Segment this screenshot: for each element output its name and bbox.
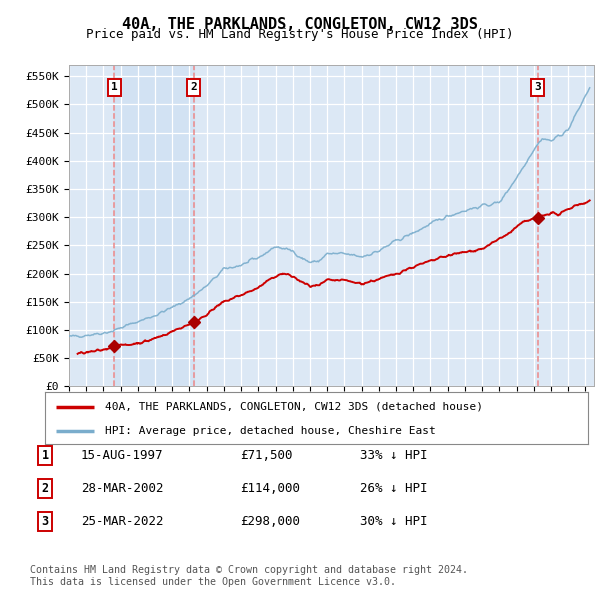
Text: HPI: Average price, detached house, Cheshire East: HPI: Average price, detached house, Ches…	[105, 427, 436, 436]
Text: 3: 3	[41, 515, 49, 528]
Text: Contains HM Land Registry data © Crown copyright and database right 2024.
This d: Contains HM Land Registry data © Crown c…	[30, 565, 468, 587]
Text: 1: 1	[41, 449, 49, 462]
Text: £71,500: £71,500	[240, 449, 293, 462]
Text: 26% ↓ HPI: 26% ↓ HPI	[360, 482, 427, 495]
Text: £298,000: £298,000	[240, 515, 300, 528]
Text: 40A, THE PARKLANDS, CONGLETON, CW12 3DS: 40A, THE PARKLANDS, CONGLETON, CW12 3DS	[122, 17, 478, 31]
Text: 25-MAR-2022: 25-MAR-2022	[81, 515, 163, 528]
Text: 33% ↓ HPI: 33% ↓ HPI	[360, 449, 427, 462]
Text: 2: 2	[41, 482, 49, 495]
Text: 40A, THE PARKLANDS, CONGLETON, CW12 3DS (detached house): 40A, THE PARKLANDS, CONGLETON, CW12 3DS …	[105, 402, 483, 412]
Text: 15-AUG-1997: 15-AUG-1997	[81, 449, 163, 462]
Text: 2: 2	[190, 83, 197, 93]
Text: 28-MAR-2002: 28-MAR-2002	[81, 482, 163, 495]
Text: 1: 1	[111, 83, 118, 93]
Text: 30% ↓ HPI: 30% ↓ HPI	[360, 515, 427, 528]
Text: Price paid vs. HM Land Registry's House Price Index (HPI): Price paid vs. HM Land Registry's House …	[86, 28, 514, 41]
Bar	[114, 65, 194, 386]
Text: 3: 3	[535, 83, 541, 93]
Text: £114,000: £114,000	[240, 482, 300, 495]
